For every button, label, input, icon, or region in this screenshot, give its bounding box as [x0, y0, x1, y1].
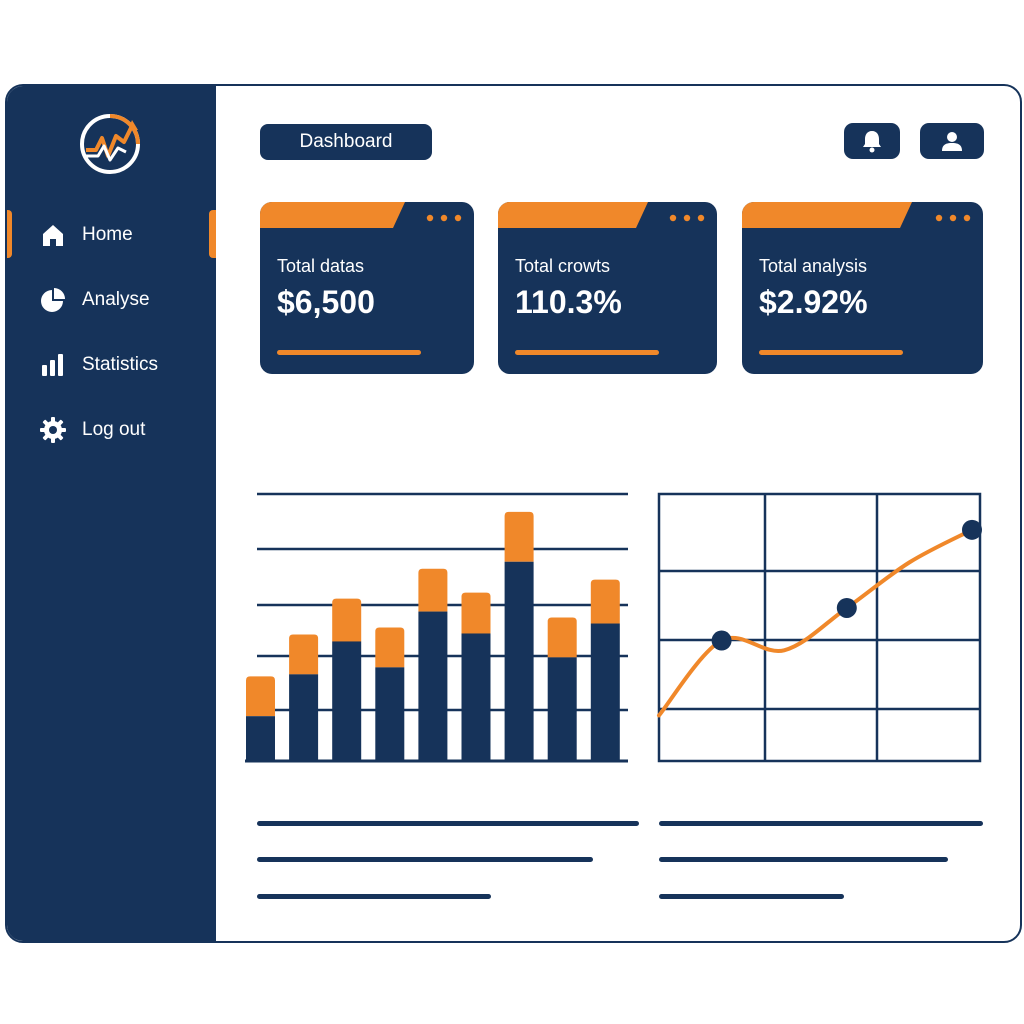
bar-segment-navy: [547, 657, 577, 761]
home-icon: [43, 225, 63, 246]
stat-card-total-analysis[interactable]: Total analysis $2.92%: [742, 202, 983, 374]
bar-segment-navy: [461, 633, 491, 761]
more-options-icon[interactable]: [669, 214, 705, 222]
text-placeholder-line: [257, 857, 593, 862]
card-label: Total datas: [277, 256, 365, 276]
card-tab-accent: [742, 202, 912, 228]
data-point-marker: [962, 519, 982, 540]
more-options-icon[interactable]: [426, 214, 462, 222]
bar-segment-orange: [246, 676, 275, 717]
bar-segment-navy: [375, 667, 405, 761]
card-value: $6,500: [277, 284, 375, 320]
card-progress-bar: [759, 350, 903, 355]
dashboard-title-button[interactable]: Dashboard: [260, 124, 432, 160]
data-point-marker: [836, 597, 857, 618]
card-label: Total analysis: [759, 256, 868, 276]
gear-icon: [40, 417, 66, 443]
text-placeholder-line: [257, 821, 639, 826]
card-value: 110.3%: [515, 284, 622, 320]
bar-segment-orange: [418, 568, 448, 612]
bar-segment-navy: [418, 611, 448, 761]
pie-chart-icon: [41, 288, 65, 312]
text-placeholder-line: [659, 821, 983, 826]
card-value: $2.92%: [759, 284, 868, 320]
bar-chart-icon: [42, 354, 63, 376]
data-point-marker: [711, 630, 732, 651]
bar-segment-orange: [461, 592, 491, 634]
bell-icon: [863, 131, 881, 153]
bar-segment-navy: [289, 674, 319, 761]
stat-card-total-crowts[interactable]: Total crowts 110.3%: [498, 202, 717, 374]
line-series: [657, 527, 974, 718]
bar-segment-navy: [246, 716, 275, 761]
sidebar-item-analyse[interactable]: Analyse: [7, 277, 216, 321]
sidebar-item-label: Home: [82, 224, 133, 245]
line-chart: [657, 492, 982, 763]
bar-segment-orange: [590, 579, 620, 624]
bar-segment-navy: [590, 623, 620, 761]
sidebar-item-logout[interactable]: Log out: [7, 407, 216, 451]
sidebar-item-home[interactable]: Home: [7, 212, 216, 256]
card-tab-accent: [498, 202, 648, 228]
bar-segment-orange: [375, 627, 405, 668]
card-progress-bar: [515, 350, 659, 355]
notifications-button[interactable]: [844, 123, 900, 159]
bar-segment-orange: [289, 634, 319, 675]
bar-segment-navy: [504, 561, 534, 761]
bar-segment-orange: [547, 617, 577, 658]
card-label: Total crowts: [515, 256, 611, 276]
card-tab-accent: [260, 202, 405, 228]
active-indicator-left: [7, 210, 12, 258]
trend-arrow-logo-icon: [80, 114, 140, 174]
bar-segment-orange: [504, 511, 534, 562]
profile-button[interactable]: [920, 123, 984, 159]
card-progress-bar: [277, 350, 421, 355]
text-placeholder-line: [659, 894, 844, 899]
bar-segment-orange: [332, 598, 362, 642]
line-chart-frame: [657, 492, 982, 763]
text-placeholder-line: [257, 894, 491, 899]
sidebar-item-label: Log out: [82, 419, 146, 440]
more-options-icon[interactable]: [935, 214, 971, 222]
page-title: Dashboard: [299, 131, 393, 152]
app-window: Home Analyse Statistics: [5, 84, 1022, 943]
stacked-bar-chart: [245, 492, 628, 763]
charts-layer: [245, 492, 982, 763]
user-icon: [942, 132, 962, 151]
active-indicator-right: [209, 210, 216, 258]
text-placeholder-line: [659, 857, 948, 862]
sidebar: Home Analyse Statistics: [7, 86, 216, 941]
stat-card-total-datas[interactable]: Total datas $6,500: [260, 202, 474, 374]
sidebar-item-label: Analyse: [82, 289, 150, 310]
sidebar-item-label: Statistics: [82, 354, 159, 375]
sidebar-item-statistics[interactable]: Statistics: [7, 342, 216, 386]
bar-segment-navy: [332, 641, 362, 761]
